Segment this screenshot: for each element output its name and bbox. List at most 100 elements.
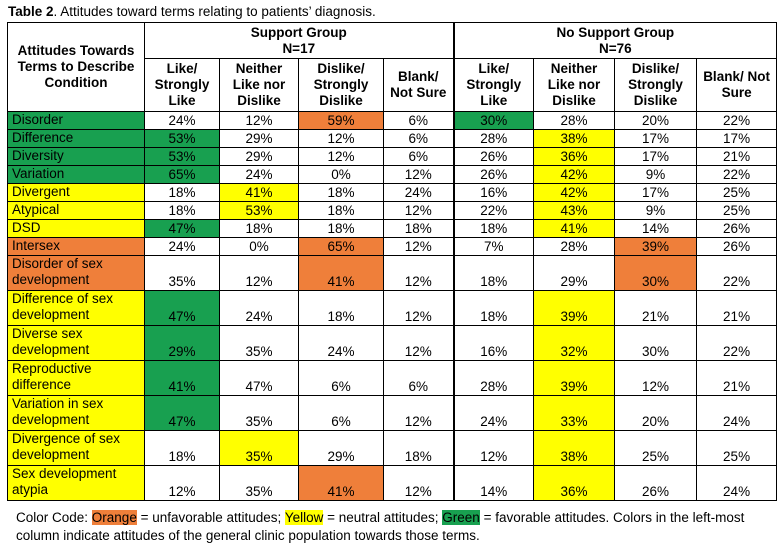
value-cell: 30% xyxy=(452,111,535,130)
value-cell: 35% xyxy=(144,255,220,291)
value-cell: 16% xyxy=(452,325,535,361)
table-caption: Table 2. Attitudes toward terms relating… xyxy=(8,3,376,21)
value-cell: 47% xyxy=(144,219,220,238)
value-cell: 39% xyxy=(533,360,616,396)
term-cell: Variation xyxy=(7,165,145,184)
value-cell: 29% xyxy=(298,430,384,466)
value-cell: 6% xyxy=(382,360,455,396)
value-cell: 9% xyxy=(614,201,698,220)
value-cell: 36% xyxy=(533,465,616,501)
no-support-group-title: No Support Group xyxy=(556,24,675,40)
value-cell: 18% xyxy=(144,183,220,202)
value-cell: 12% xyxy=(382,325,455,361)
value-cell: 9% xyxy=(614,165,698,184)
table-row: Divergent 18% 41% 18% 24% 16% 42% 17% 25% xyxy=(7,183,778,202)
table-row: Atypical 18% 53% 18% 12% 22% 43% 9% 25% xyxy=(7,201,778,220)
value-cell: 42% xyxy=(533,165,616,184)
value-cell: 17% xyxy=(696,129,778,148)
value-cell: 21% xyxy=(614,290,698,326)
term-cell: DSD xyxy=(7,219,145,238)
value-cell: 17% xyxy=(614,147,698,166)
value-cell: 32% xyxy=(533,325,616,361)
term-cell: Difference of sex development xyxy=(7,290,145,326)
term-cell: Sex development atypia xyxy=(7,465,145,501)
value-cell: 26% xyxy=(614,465,698,501)
value-cell: 18% xyxy=(382,430,455,466)
term-cell: Atypical xyxy=(7,201,145,220)
value-cell: 7% xyxy=(452,237,535,256)
value-cell: 36% xyxy=(533,147,616,166)
value-cell: 18% xyxy=(298,290,384,326)
term-cell: Divergence of sex development xyxy=(7,430,145,466)
value-cell: 26% xyxy=(452,165,535,184)
value-cell: 24% xyxy=(696,395,778,431)
value-cell: 28% xyxy=(452,129,535,148)
no-support-group-header: No Support Group N=76 xyxy=(452,22,778,59)
term-cell: Reproductive difference xyxy=(7,360,145,396)
column-header: Blank/ Not Sure xyxy=(696,58,778,112)
value-cell: 42% xyxy=(533,183,616,202)
value-cell: 18% xyxy=(452,290,535,326)
value-cell: 59% xyxy=(298,111,384,130)
value-cell: 12% xyxy=(298,147,384,166)
value-cell: 22% xyxy=(696,165,778,184)
value-cell: 25% xyxy=(696,430,778,466)
value-cell: 53% xyxy=(144,129,220,148)
value-cell: 47% xyxy=(144,290,220,326)
value-cell: 26% xyxy=(452,147,535,166)
caption-text: . Attitudes toward terms relating to pat… xyxy=(53,4,376,19)
value-cell: 20% xyxy=(614,395,698,431)
column-header: Like/ Strongly Like xyxy=(452,58,535,112)
support-group-header: Support Group N=17 xyxy=(143,22,455,59)
value-cell: 24% xyxy=(144,111,220,130)
value-cell: 6% xyxy=(382,111,455,130)
value-cell: 65% xyxy=(298,237,384,256)
value-cell: 6% xyxy=(382,129,455,148)
value-cell: 47% xyxy=(144,395,220,431)
value-cell: 18% xyxy=(219,219,299,238)
value-cell: 26% xyxy=(696,237,778,256)
value-cell: 17% xyxy=(614,129,698,148)
table-row: Divergence of sex development 18% 35% 29% 18… xyxy=(7,430,778,466)
legend-yellow-desc: = neutral attitudes; xyxy=(323,510,443,525)
term-cell: Divergent xyxy=(7,183,145,202)
value-cell: 28% xyxy=(533,111,616,130)
value-cell: 18% xyxy=(144,430,220,466)
legend-yellow: Yellow xyxy=(284,510,324,525)
value-cell: 28% xyxy=(533,237,616,256)
value-cell: 14% xyxy=(452,465,535,501)
value-cell: 17% xyxy=(614,183,698,202)
value-cell: 20% xyxy=(614,111,698,130)
term-cell: Disorder xyxy=(7,111,145,130)
value-cell: 25% xyxy=(696,201,778,220)
term-cell: Variation in sex development xyxy=(7,395,145,431)
value-cell: 39% xyxy=(614,237,698,256)
table-row: Reproductive difference 41% 47% 6% 6% 28% 39% 1… xyxy=(7,360,778,396)
value-cell: 24% xyxy=(696,465,778,501)
legend-green-desc: = favorable attitudes. Colors in the lef… xyxy=(16,510,745,543)
value-cell: 12% xyxy=(219,255,299,291)
value-cell: 30% xyxy=(614,325,698,361)
table-row: Sex development atypia 12% 35% 41% 12% 14% 36%… xyxy=(7,465,778,501)
table-row: DSD 47% 18% 18% 18% 18% 41% 14% 26% xyxy=(7,219,778,238)
value-cell: 29% xyxy=(219,147,299,166)
table-row: Diversity 53% 29% 12% 6% 26% 36% 17% 21% xyxy=(7,147,778,166)
column-header: Dislike/ Strongly Dislike xyxy=(614,58,698,112)
value-cell: 24% xyxy=(382,183,455,202)
value-cell: 41% xyxy=(298,255,384,291)
value-cell: 35% xyxy=(219,395,299,431)
value-cell: 65% xyxy=(144,165,220,184)
value-cell: 29% xyxy=(533,255,616,291)
value-cell: 14% xyxy=(614,219,698,238)
value-cell: 24% xyxy=(219,165,299,184)
value-cell: 35% xyxy=(219,465,299,501)
value-cell: 12% xyxy=(382,395,455,431)
value-cell: 0% xyxy=(298,165,384,184)
value-cell: 35% xyxy=(219,325,299,361)
value-cell: 18% xyxy=(298,183,384,202)
value-cell: 22% xyxy=(696,111,778,130)
column-header: Neither Like nor Dislike xyxy=(219,58,299,112)
value-cell: 35% xyxy=(219,430,299,466)
attitudes-table: Attitudes Towards Terms to Describe Cond… xyxy=(7,22,778,501)
value-cell: 30% xyxy=(614,255,698,291)
